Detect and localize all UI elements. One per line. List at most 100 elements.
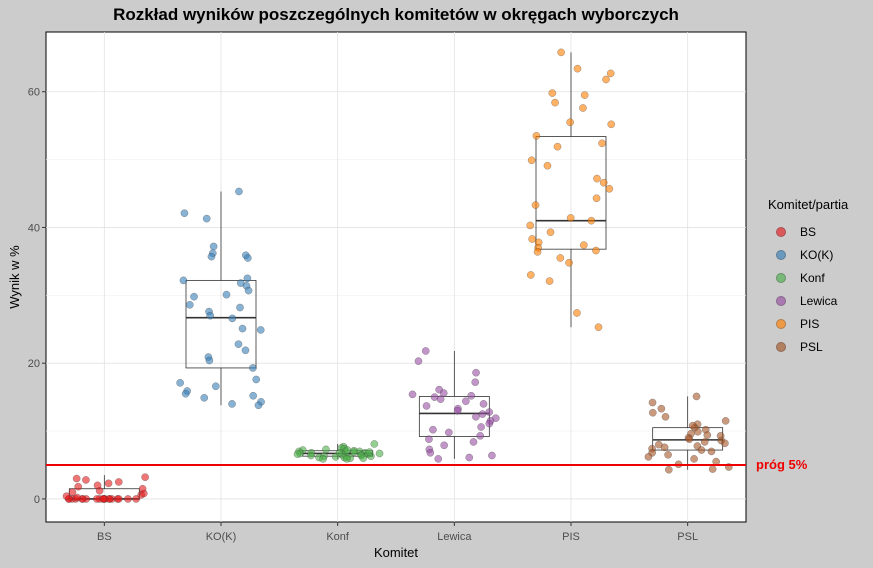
data-point xyxy=(342,455,351,463)
data-point xyxy=(141,473,149,482)
data-point xyxy=(607,120,616,129)
data-point xyxy=(68,488,77,496)
legend-marker-icon xyxy=(776,341,786,352)
legend-label: PIS xyxy=(800,316,820,331)
data-point xyxy=(422,402,431,410)
data-point xyxy=(573,64,582,73)
data-point xyxy=(235,187,243,196)
data-point xyxy=(190,292,198,301)
data-point xyxy=(479,400,488,408)
data-point xyxy=(62,492,71,501)
data-point xyxy=(440,441,449,450)
data-point xyxy=(685,435,694,444)
data-point xyxy=(421,347,430,355)
data-point xyxy=(72,474,81,483)
data-point xyxy=(465,453,474,462)
data-point xyxy=(114,495,123,503)
data-point xyxy=(434,455,443,463)
data-point xyxy=(477,423,485,431)
data-point xyxy=(531,201,540,209)
data-point xyxy=(82,476,90,484)
data-point xyxy=(708,465,717,473)
data-point xyxy=(664,450,672,459)
data-point xyxy=(579,241,588,249)
legend-item: Konf xyxy=(768,266,848,289)
data-point xyxy=(181,389,190,398)
data-point xyxy=(532,131,541,140)
legend: Komitet/partia BS KO(K) Konf Lewica PIS PSL xyxy=(768,197,848,358)
data-point xyxy=(439,389,448,397)
data-point xyxy=(365,448,374,456)
box-kok xyxy=(185,279,257,369)
data-point xyxy=(594,323,603,332)
data-point xyxy=(293,450,302,458)
data-point xyxy=(707,447,716,456)
data-point xyxy=(721,439,729,448)
legend-marker-icon xyxy=(776,295,786,306)
data-point xyxy=(703,431,712,439)
data-point xyxy=(587,216,596,225)
data-point xyxy=(566,118,574,127)
data-point xyxy=(528,235,537,243)
data-point xyxy=(209,242,218,251)
plot-panel xyxy=(45,31,747,523)
data-point xyxy=(462,397,470,406)
data-point xyxy=(485,408,494,416)
data-point xyxy=(408,390,417,399)
data-point xyxy=(599,178,608,187)
data-point xyxy=(138,484,147,493)
chart-title: Rozkład wyników poszczególnych komitetów… xyxy=(113,5,679,24)
data-point xyxy=(527,156,536,165)
legend-item: PSL xyxy=(768,335,848,358)
data-point xyxy=(254,401,263,410)
data-point xyxy=(573,309,581,317)
y-axis-label: Wynik w % xyxy=(7,245,22,309)
data-point xyxy=(580,91,589,99)
data-point xyxy=(551,98,559,107)
threshold-label: próg 5% xyxy=(756,457,808,472)
data-point xyxy=(533,248,542,256)
x-axis-label: Komitet xyxy=(374,545,418,560)
data-point xyxy=(425,435,433,444)
data-point xyxy=(322,445,330,454)
data-point xyxy=(606,69,615,78)
data-point xyxy=(478,410,487,418)
data-point xyxy=(566,214,575,222)
y-tick-label: 20 xyxy=(28,358,40,370)
data-point xyxy=(243,274,252,283)
data-point xyxy=(92,495,101,503)
data-point xyxy=(252,375,261,384)
data-point xyxy=(74,482,83,491)
data-point xyxy=(488,451,496,460)
data-point xyxy=(692,392,701,401)
data-point xyxy=(104,479,113,488)
data-point xyxy=(211,382,220,391)
data-point xyxy=(526,221,535,230)
data-point xyxy=(598,139,606,148)
legend-marker-icon xyxy=(776,249,786,260)
data-point xyxy=(429,425,437,434)
data-point xyxy=(545,277,554,285)
y-tick-label: 40 xyxy=(28,222,40,234)
data-point xyxy=(469,438,478,446)
data-point xyxy=(453,406,462,415)
legend-label: Lewica xyxy=(800,293,838,308)
data-point xyxy=(124,495,132,503)
data-point xyxy=(526,271,535,279)
legend-marker-icon xyxy=(776,272,786,283)
legend-item: Lewica xyxy=(768,289,848,312)
data-point xyxy=(244,286,253,295)
data-point xyxy=(472,368,480,377)
data-point xyxy=(721,417,730,425)
data-point xyxy=(556,254,565,262)
data-point xyxy=(205,356,214,365)
data-point xyxy=(700,438,709,446)
data-point xyxy=(228,400,236,408)
data-point xyxy=(200,393,209,402)
x-tick-label: PSL xyxy=(677,531,698,543)
data-point xyxy=(657,404,666,413)
legend-items: BS KO(K) Konf Lewica PIS PSL xyxy=(768,220,848,358)
legend-label: KO(K) xyxy=(800,247,834,262)
y-tick-label: 0 xyxy=(34,494,40,506)
